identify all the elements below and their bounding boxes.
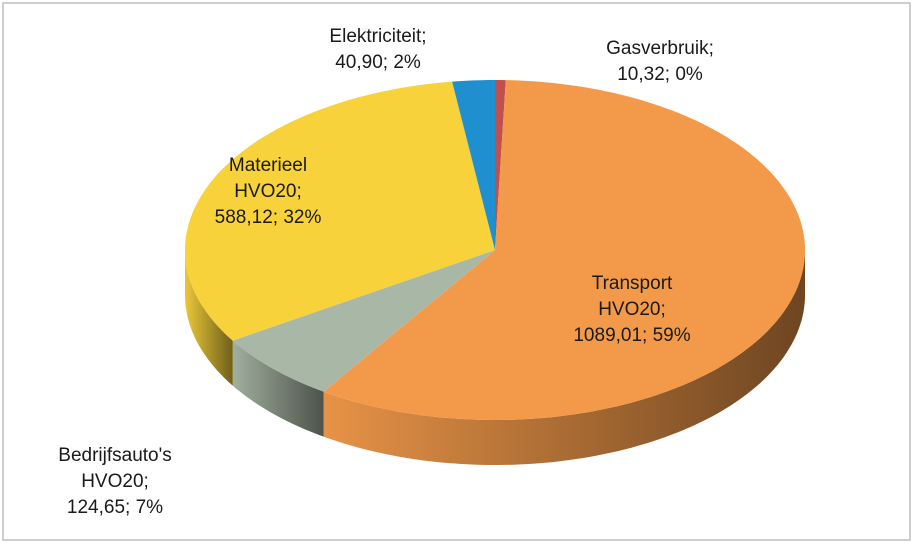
slice <box>185 81 495 341</box>
slice <box>495 80 506 250</box>
slice-category: Transport HVO20; <box>591 273 673 320</box>
slice-category: Gasverbruik; <box>606 38 714 59</box>
slice-category: Bedrijfsauto's HVO20; <box>58 445 172 492</box>
slice-value-label: 10,32; 0% <box>617 64 703 85</box>
slice-category: Elektriciteit; <box>329 26 427 47</box>
slice-value-label: 588,12; 32% <box>214 207 322 228</box>
slice-value-label: 124,65; 7% <box>66 497 164 518</box>
slice-label: Gasverbruik; 10,32; 0% <box>606 36 714 88</box>
slice-category: Materieel HVO20; <box>228 155 308 202</box>
slice <box>232 250 495 392</box>
slice-side-shade <box>323 250 805 465</box>
slice-label: Transport HVO20; 1089,01; 59% <box>573 271 690 349</box>
slice-label: Elektriciteit; 40,90; 2% <box>329 24 426 76</box>
slice-label: Materieel HVO20; 588,12; 32% <box>215 153 322 231</box>
pie-tops <box>185 80 805 420</box>
slice <box>323 80 805 420</box>
pie-sides <box>185 250 805 465</box>
slice-side-shade <box>232 340 324 437</box>
slice-value-label: 40,90; 2% <box>335 52 421 73</box>
slice-label: Bedrijfsauto's HVO20; 124,65; 7% <box>58 443 171 521</box>
slice-side-shade <box>185 250 233 386</box>
slice <box>452 80 495 250</box>
slice-value-label: 1089,01; 59% <box>573 325 691 346</box>
